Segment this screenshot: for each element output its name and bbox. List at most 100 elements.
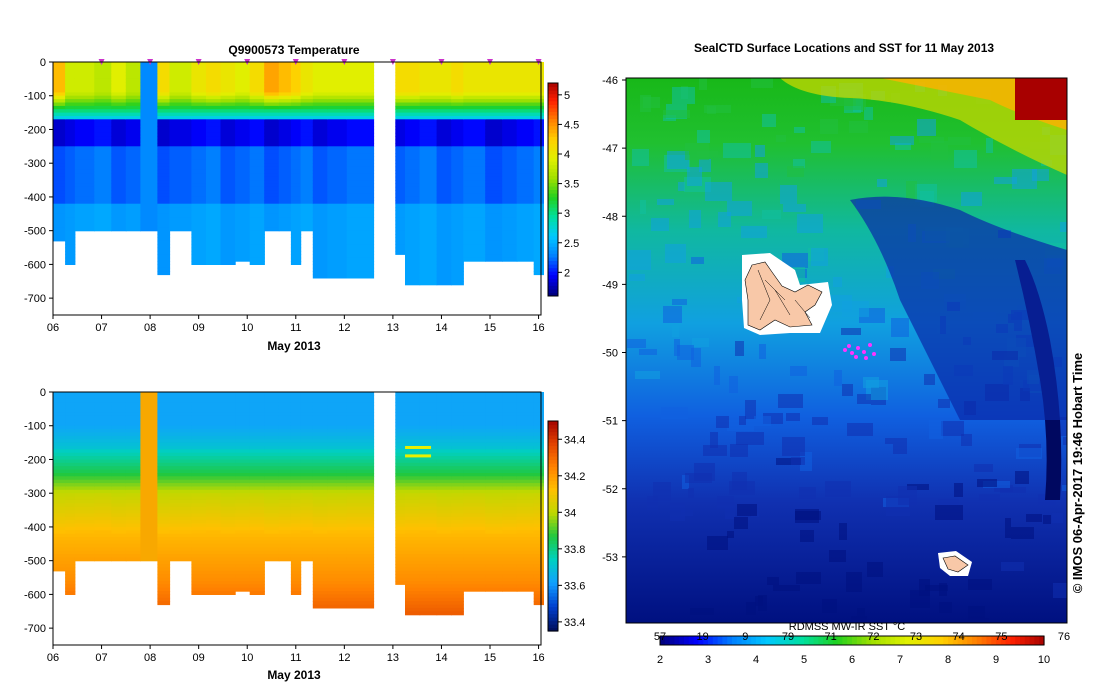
profile-cell bbox=[220, 261, 236, 265]
profile-cell bbox=[169, 425, 192, 430]
profile-cell bbox=[327, 173, 348, 178]
profile-cell bbox=[74, 109, 95, 114]
profile-cell bbox=[169, 166, 192, 171]
profile-cell bbox=[533, 169, 544, 174]
profile-cell bbox=[463, 153, 486, 158]
profile-cell bbox=[169, 132, 192, 137]
profile-cell bbox=[94, 190, 112, 195]
profile-cell bbox=[206, 105, 222, 110]
profile-cell bbox=[300, 412, 314, 417]
profile-cell bbox=[516, 402, 535, 407]
profile-cell bbox=[533, 247, 544, 252]
profile-cell bbox=[451, 604, 464, 609]
profile-cell bbox=[220, 483, 236, 488]
profile-cell bbox=[235, 244, 251, 249]
profile-cell bbox=[419, 102, 438, 107]
profile-cell bbox=[206, 230, 222, 235]
profile-cell bbox=[502, 520, 518, 525]
profile-cell bbox=[94, 146, 112, 151]
profile-cell bbox=[140, 513, 158, 518]
profile-cell bbox=[290, 217, 302, 222]
sst-pixel-patch bbox=[849, 121, 868, 133]
profile-cell bbox=[111, 550, 127, 555]
profile-cell bbox=[249, 122, 265, 127]
profile-cell bbox=[169, 415, 192, 420]
profile-cell bbox=[312, 520, 328, 525]
colorbar-segment bbox=[548, 589, 558, 594]
profile-cell bbox=[169, 105, 192, 110]
profile-cell bbox=[235, 247, 251, 252]
sst-pixel-patch bbox=[885, 438, 893, 444]
profile-cell bbox=[451, 429, 464, 434]
profile-cell bbox=[436, 591, 452, 595]
sst-colorbar-top-label: 57 bbox=[654, 631, 666, 643]
profile-cell bbox=[53, 489, 66, 494]
profile-cell bbox=[300, 159, 314, 164]
profile-cell bbox=[346, 247, 375, 252]
profile-cell bbox=[264, 462, 280, 467]
sst-pixel-patch bbox=[1060, 222, 1067, 232]
sst-pixel-patch bbox=[857, 608, 865, 616]
profile-cell bbox=[502, 392, 518, 396]
profile-cell bbox=[140, 516, 158, 521]
profile-cell bbox=[249, 395, 265, 400]
profile-cell bbox=[157, 136, 171, 141]
profile-cell bbox=[53, 513, 66, 518]
profile-cell bbox=[451, 449, 464, 454]
profile-cell bbox=[169, 442, 192, 447]
profile-cell bbox=[485, 213, 503, 218]
profile-cell bbox=[94, 432, 112, 437]
profile-cell bbox=[436, 435, 452, 440]
profile-cell bbox=[451, 469, 464, 474]
colorbar-tick-label: 34.4 bbox=[564, 434, 585, 446]
profile-cell bbox=[264, 553, 280, 558]
profile-cell bbox=[278, 102, 292, 107]
profile-cell bbox=[516, 146, 535, 151]
profile-cell bbox=[191, 564, 207, 568]
profile-cell bbox=[249, 99, 265, 104]
profile-cell bbox=[53, 537, 66, 542]
profile-cell bbox=[346, 560, 375, 565]
profile-cell bbox=[53, 68, 66, 73]
profile-cell bbox=[346, 462, 375, 467]
profile-cell bbox=[485, 540, 503, 545]
profile-cell bbox=[65, 173, 76, 178]
profile-cell bbox=[169, 473, 192, 477]
profile-cell bbox=[463, 412, 486, 417]
profile-cell bbox=[405, 594, 421, 599]
profile-cell bbox=[290, 254, 302, 259]
profile-cell bbox=[191, 75, 207, 80]
profile-cell bbox=[290, 163, 302, 168]
profile-cell bbox=[290, 166, 302, 171]
profile-cell bbox=[235, 159, 251, 164]
profile-cell bbox=[157, 442, 171, 447]
profile-cell bbox=[463, 483, 486, 488]
profile-cell bbox=[278, 92, 292, 97]
profile-cell bbox=[327, 119, 348, 124]
profile-cell bbox=[451, 550, 464, 555]
profile-cell bbox=[419, 68, 438, 73]
profile-cell bbox=[191, 105, 207, 110]
profile-cell bbox=[249, 557, 265, 562]
profile-cell bbox=[533, 459, 544, 464]
profile-cell bbox=[463, 223, 486, 228]
profile-cell bbox=[220, 516, 236, 521]
profile-cell bbox=[169, 62, 192, 66]
profile-cell bbox=[157, 476, 171, 481]
profile-cell bbox=[463, 220, 486, 225]
profile-cell bbox=[220, 99, 236, 104]
profile-cell bbox=[125, 200, 141, 205]
profile-cell bbox=[533, 143, 544, 147]
profile-cell bbox=[502, 230, 518, 235]
profile-cell bbox=[533, 129, 544, 134]
profile-cell bbox=[533, 234, 544, 238]
profile-cell bbox=[419, 510, 438, 515]
profile-cell bbox=[278, 540, 292, 545]
profile-cell bbox=[94, 429, 112, 434]
colorbar-tick-label: 2 bbox=[564, 267, 570, 279]
sst-pixel-patch bbox=[994, 177, 1017, 184]
profile-cell bbox=[419, 196, 438, 201]
profile-cell bbox=[140, 132, 158, 137]
profile-cell bbox=[312, 398, 328, 403]
profile-cell bbox=[111, 169, 127, 174]
